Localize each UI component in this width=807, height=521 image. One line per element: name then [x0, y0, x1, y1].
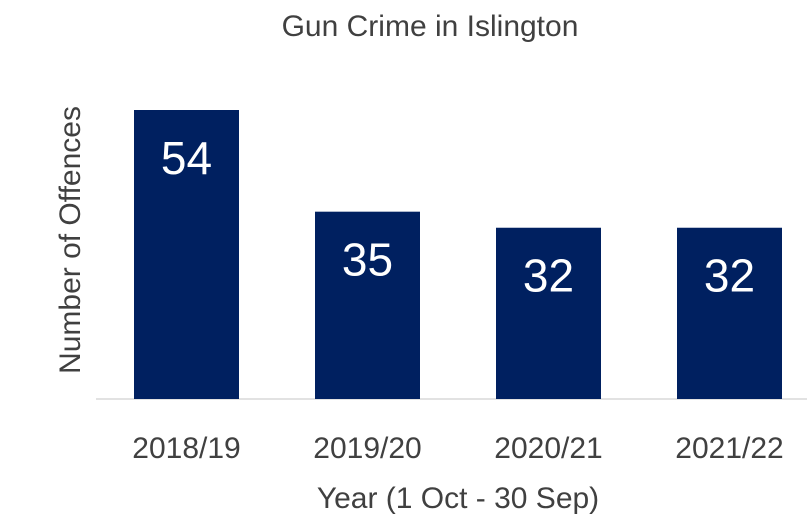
data-label-2020-21: 32: [523, 250, 574, 302]
bar-2018-19: [134, 110, 239, 399]
y-axis-title: Number of Offences: [54, 106, 87, 374]
bars-group: 54 2018/19 35 2019/20 32 2020/21 32 2021/22: [132, 110, 784, 465]
x-tick-label-2021-22: 2021/22: [675, 432, 783, 465]
data-label-2018-19: 54: [161, 132, 212, 184]
x-axis-title: Year (1 Oct - 30 Sep): [317, 482, 599, 515]
chart-title: Gun Crime in Islington: [282, 10, 579, 43]
data-label-2021-22: 32: [704, 250, 755, 302]
x-tick-label-2020-21: 2020/21: [494, 432, 602, 465]
bar-2020-21: [496, 227, 601, 399]
bar-2021-22: [677, 227, 782, 399]
x-tick-label-2019-20: 2019/20: [313, 432, 421, 465]
bar-2019-20: [315, 211, 420, 399]
data-label-2019-20: 35: [342, 234, 393, 286]
x-tick-label-2018-19: 2018/19: [132, 432, 240, 465]
